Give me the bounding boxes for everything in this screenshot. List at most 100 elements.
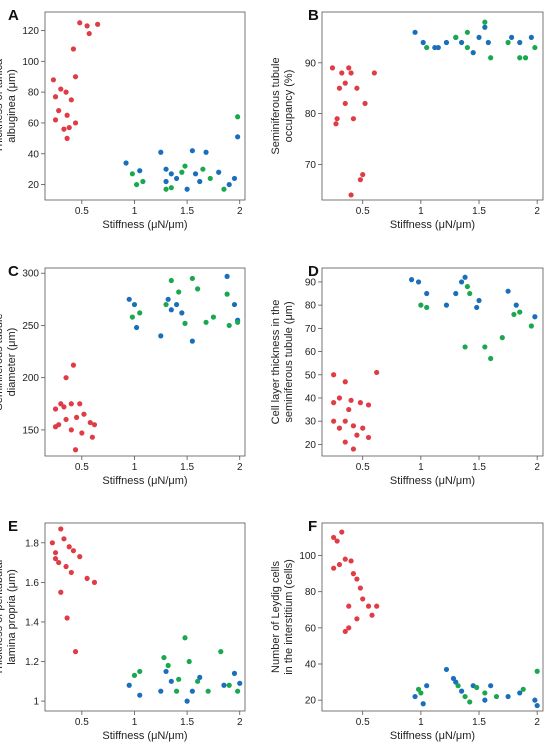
data-point — [63, 563, 69, 570]
y-tick-label: 80 — [28, 88, 40, 99]
y-tick-label: 60 — [305, 347, 317, 358]
data-point — [56, 108, 62, 114]
data-point — [140, 178, 146, 185]
data-point — [72, 74, 79, 80]
data-point — [165, 296, 171, 302]
series-red-a — [50, 20, 101, 141]
data-point — [58, 526, 64, 532]
y-axis-label-line: in the interstitium (cells) — [283, 559, 295, 675]
data-point — [195, 678, 201, 684]
y-tick-label: 60 — [305, 623, 317, 634]
data-point — [348, 192, 354, 198]
data-point — [64, 135, 70, 141]
data-point — [79, 430, 85, 436]
x-tick-label: 1.5 — [180, 206, 194, 217]
y-tick-label: 90 — [305, 277, 317, 288]
data-point — [331, 372, 337, 378]
series-red-f — [331, 529, 380, 635]
data-point — [163, 668, 169, 675]
x-axis-label: Stiffness (μN/μm) — [102, 730, 187, 742]
y-axis-label: Seminiferous tubulediameter (μm) — [0, 313, 18, 410]
data-point — [354, 576, 360, 582]
data-point — [360, 425, 366, 431]
data-point — [89, 434, 95, 440]
data-point — [350, 116, 357, 122]
data-point — [168, 307, 174, 313]
data-point — [58, 589, 64, 595]
data-point — [464, 283, 470, 290]
y-axis-label-line: albuginea (μm) — [6, 69, 18, 143]
data-point — [348, 70, 354, 76]
data-point — [350, 446, 357, 452]
data-point — [464, 44, 470, 51]
data-point — [56, 559, 62, 566]
y-tick-label: 100 — [299, 551, 316, 562]
data-point — [458, 688, 465, 694]
data-point — [87, 419, 93, 426]
data-point — [354, 85, 360, 91]
data-point — [357, 400, 363, 406]
x-tick-label: 0.5 — [75, 206, 89, 217]
y-axis-label: Cell layer thickness in theseminiferous … — [270, 300, 295, 425]
x-tick-label: 0.5 — [75, 717, 89, 728]
data-point — [84, 575, 90, 582]
data-point — [339, 70, 345, 76]
data-point — [365, 434, 372, 441]
data-point — [342, 556, 348, 562]
data-point — [179, 310, 185, 316]
data-point — [123, 160, 129, 166]
data-point — [369, 612, 375, 618]
data-point — [133, 181, 140, 188]
data-point — [189, 148, 195, 154]
y-tick-label: 200 — [22, 373, 39, 384]
data-point — [333, 121, 339, 127]
data-point — [482, 690, 488, 696]
data-point — [360, 171, 366, 178]
x-axis-label: Stiffness (μN/μm) — [390, 475, 475, 487]
x-tick-label: 0.5 — [75, 462, 89, 473]
y-tick-label: 300 — [22, 269, 39, 280]
data-point — [329, 65, 336, 71]
data-point — [365, 402, 372, 408]
data-point — [458, 39, 465, 46]
data-point — [221, 682, 227, 688]
data-point — [235, 114, 241, 120]
data-point — [200, 166, 206, 172]
y-axis-label-line: Cell layer thickness in the — [270, 300, 282, 425]
x-tick-label: 2 — [237, 462, 243, 473]
data-point — [218, 649, 224, 655]
data-point — [68, 401, 74, 407]
data-point — [68, 97, 74, 103]
x-tick-label: 1.5 — [180, 462, 194, 473]
panel-letter-f: F — [308, 518, 317, 535]
series-red-c — [52, 362, 98, 453]
x-tick-label: 1.5 — [472, 206, 486, 217]
data-point — [61, 126, 67, 132]
data-point — [63, 416, 69, 423]
data-point — [61, 404, 67, 410]
series-red-b — [329, 65, 377, 198]
panel-d: D 0.5 1 1.5 2 20 30 40 50 60 70 80 90 Stiffness (μN/μ… — [270, 263, 544, 487]
panel-f: F 0.5 1 1.5 2 20 40 60 80 100 Stiffness (μN/μm) Num… — [270, 518, 544, 742]
data-point — [455, 683, 461, 689]
x-tick-label: 1 — [418, 462, 424, 473]
data-point — [493, 693, 500, 700]
data-point — [513, 302, 519, 308]
series-green-a — [129, 114, 241, 192]
plot-frame-f — [321, 522, 544, 712]
data-point — [235, 134, 241, 140]
data-point — [129, 171, 135, 177]
data-point — [474, 304, 480, 311]
data-point — [354, 432, 360, 438]
data-point — [342, 379, 348, 385]
x-tick-label: 0.5 — [356, 462, 370, 473]
data-point — [508, 34, 515, 41]
data-point — [482, 697, 488, 703]
data-point — [84, 23, 90, 29]
data-point — [488, 683, 494, 689]
data-point — [49, 540, 55, 546]
data-point — [224, 273, 230, 279]
data-point — [334, 538, 340, 544]
y-tick-label: 20 — [305, 440, 317, 451]
data-point — [226, 322, 232, 329]
